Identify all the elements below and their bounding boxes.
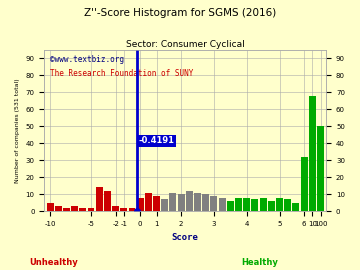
Bar: [268, 201, 275, 211]
Y-axis label: Number of companies (531 total): Number of companies (531 total): [15, 78, 20, 183]
Bar: [292, 203, 300, 211]
Bar: [96, 187, 103, 211]
Bar: [63, 208, 70, 211]
Bar: [243, 198, 250, 211]
Text: The Research Foundation of SUNY: The Research Foundation of SUNY: [50, 69, 193, 78]
X-axis label: Score: Score: [172, 232, 199, 241]
Bar: [145, 193, 152, 211]
Bar: [219, 198, 226, 211]
Bar: [194, 193, 201, 211]
Bar: [276, 198, 283, 211]
Bar: [178, 194, 185, 211]
Bar: [120, 208, 127, 211]
Bar: [129, 208, 135, 211]
Text: Healthy: Healthy: [241, 258, 278, 266]
Bar: [202, 194, 209, 211]
Bar: [55, 206, 62, 211]
Text: ©www.textbiz.org: ©www.textbiz.org: [50, 55, 124, 64]
Bar: [252, 199, 258, 211]
Bar: [71, 206, 78, 211]
Bar: [46, 203, 54, 211]
Bar: [211, 196, 217, 211]
Bar: [137, 198, 144, 211]
Bar: [170, 193, 176, 211]
Title: Sector: Consumer Cyclical: Sector: Consumer Cyclical: [126, 40, 245, 49]
Bar: [87, 208, 94, 211]
Bar: [161, 199, 168, 211]
Bar: [104, 191, 111, 211]
Text: Z''-Score Histogram for SGMS (2016): Z''-Score Histogram for SGMS (2016): [84, 8, 276, 18]
Bar: [79, 208, 86, 211]
Bar: [227, 201, 234, 211]
Text: Unhealthy: Unhealthy: [30, 258, 78, 266]
Bar: [235, 198, 242, 211]
Text: -0.4191: -0.4191: [139, 136, 175, 145]
Bar: [260, 198, 267, 211]
Bar: [301, 157, 308, 211]
Bar: [309, 96, 316, 211]
Bar: [112, 206, 119, 211]
Bar: [153, 196, 160, 211]
Bar: [186, 191, 193, 211]
Bar: [284, 199, 291, 211]
Bar: [317, 126, 324, 211]
